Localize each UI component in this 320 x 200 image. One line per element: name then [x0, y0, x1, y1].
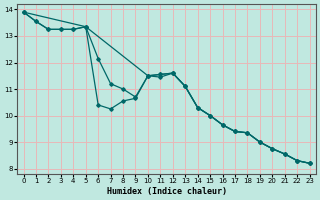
- X-axis label: Humidex (Indice chaleur): Humidex (Indice chaleur): [107, 187, 227, 196]
